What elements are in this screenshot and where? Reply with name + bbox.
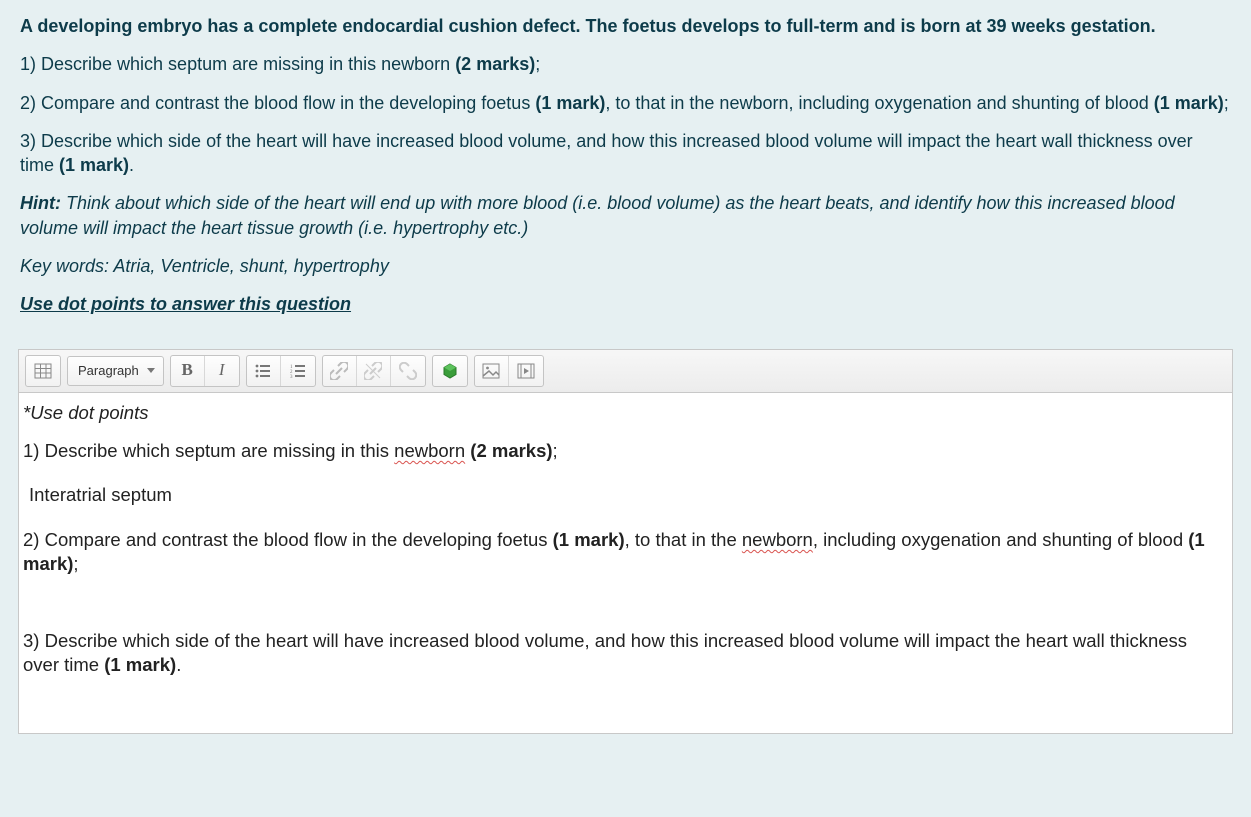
question-prompt: A developing embryo has a complete endoc… [0,0,1251,349]
ans-q1-tail: ; [553,440,558,461]
video-icon [517,362,535,380]
question-part-3: 3) Describe which side of the heart will… [20,129,1231,178]
ans-q3-tail: . [176,654,181,675]
ans-q2-mid: , to that in the [625,529,742,550]
question-stem: A developing embryo has a complete endoc… [20,14,1231,38]
ans-q1-pre: 1) Describe which septum are missing in … [23,440,394,461]
answer-q2-heading: 2) Compare and contrast the blood flow i… [23,528,1228,577]
link-button[interactable] [323,356,357,386]
italic-button[interactable]: I [205,356,239,386]
image-icon [482,362,500,380]
link-group [322,355,426,387]
answer-note: *Use dot points [23,401,1228,425]
q1-terminator: ; [535,54,540,74]
anchor-button[interactable] [391,356,425,386]
ans-q1-marks: (2 marks) [470,440,552,461]
bullet-list-button[interactable] [247,356,281,386]
hint-label: Hint: [20,193,61,213]
q1-text: 1) Describe which septum are missing in … [20,54,455,74]
hexagon-icon [441,362,459,380]
embed-content-button[interactable] [433,356,467,386]
grid-icon [34,362,52,380]
hint: Hint: Think about which side of the hear… [20,191,1231,240]
q1-marks: (2 marks) [455,54,535,74]
media-group [474,355,544,387]
ans-q1-squiggle: newborn [394,440,465,461]
answer-q3-heading: 3) Describe which side of the heart will… [23,629,1228,678]
q2-terminator: ; [1224,93,1229,113]
insert-image-button[interactable] [475,356,509,386]
question-part-1: 1) Describe which septum are missing in … [20,52,1231,76]
list-group: 1 2 3 [246,355,316,387]
ans-q2-pre: 2) Compare and contrast the blood flow i… [23,529,553,550]
anchor-link-icon [399,362,417,380]
q3-text: 3) Describe which side of the heart will… [20,131,1193,175]
numbered-list-icon: 1 2 3 [289,362,307,380]
q3-marks: (1 mark) [59,155,129,175]
q3-terminator: . [129,155,134,175]
paragraph-format-label: Paragraph [78,362,139,380]
font-style-group: B I [170,355,240,387]
ans-q2-squiggle: newborn [742,529,813,550]
svg-text:3: 3 [290,375,293,380]
link-icon [330,362,348,380]
answer-instruction: Use dot points to answer this question [20,292,1231,316]
answer-1-text: Interatrial septum [23,483,1228,507]
toolbar-toggle-button[interactable] [26,356,60,386]
keywords: Key words: Atria, Ventricle, shunt, hype… [20,254,1231,278]
q2-marks-a: (1 mark) [535,93,605,113]
hint-text: Think about which side of the heart will… [20,193,1175,237]
ans-q2-marks-a: (1 mark) [553,529,625,550]
question-part-2: 2) Compare and contrast the blood flow i… [20,91,1231,115]
numbered-list-button[interactable]: 1 2 3 [281,356,315,386]
paragraph-format-select[interactable]: Paragraph [67,356,164,386]
q2-text-b: , to that in the newborn, including oxyg… [605,93,1153,113]
unlink-button[interactable] [357,356,391,386]
insert-video-button[interactable] [509,356,543,386]
bold-button[interactable]: B [171,356,205,386]
ans-q2-tail: ; [73,553,78,574]
editor-toolbar: Paragraph B I 1 2 3 [19,350,1232,393]
unlink-icon [364,362,382,380]
toolbar-toggle-group [25,355,61,387]
rich-text-editor: Paragraph B I 1 2 3 [18,349,1233,734]
answer-q1-heading: 1) Describe which septum are missing in … [23,439,1228,463]
ans-q2-mid2: , including oxygenation and shunting of … [813,529,1188,550]
ans-q3-pre: 3) Describe which side of the heart will… [23,630,1187,675]
q2-marks-b: (1 mark) [1154,93,1224,113]
embed-group [432,355,468,387]
q2-text-a: 2) Compare and contrast the blood flow i… [20,93,535,113]
ans-q3-marks: (1 mark) [104,654,176,675]
bullet-list-icon [254,362,272,380]
editor-content-area[interactable]: *Use dot points 1) Describe which septum… [19,393,1232,733]
chevron-down-icon [147,368,155,373]
